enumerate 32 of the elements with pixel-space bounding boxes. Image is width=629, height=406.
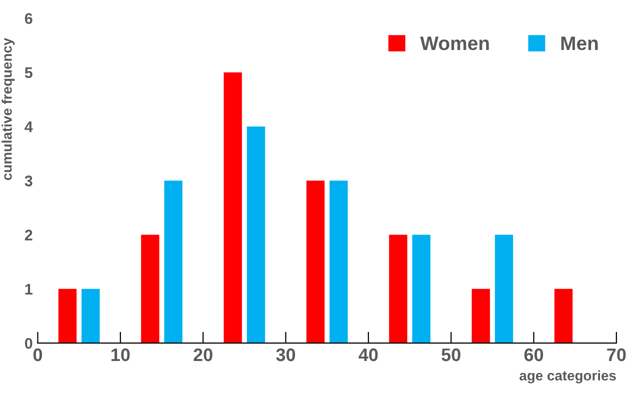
- bar: [554, 288, 573, 344]
- y-tick-label: 4: [24, 122, 33, 132]
- bar: [141, 234, 160, 344]
- bar: [224, 72, 242, 344]
- bar: [58, 288, 77, 344]
- x-tick-label: 10: [112, 348, 130, 362]
- bar: [164, 180, 182, 344]
- bar: [306, 180, 325, 344]
- x-tick-label: 50: [442, 348, 460, 362]
- x-tick-label: 40: [358, 348, 378, 362]
- x-tick-label: 60: [524, 348, 544, 362]
- y-tick-label: 3: [24, 176, 32, 186]
- y-tick-label: 2: [24, 230, 32, 240]
- bar: [246, 126, 266, 344]
- x-tick-label: 0: [33, 348, 42, 362]
- bar: [330, 180, 348, 344]
- y-tick-label: 6: [24, 13, 32, 24]
- y-tick-label: 1: [25, 284, 32, 294]
- y-axis-title: cumulative frequency: [2, 38, 15, 180]
- y-tick-label: 0: [24, 338, 32, 349]
- x-axis-title: age categories: [520, 370, 616, 384]
- bar: [494, 234, 514, 344]
- x-tick-label: 30: [276, 348, 296, 362]
- x-tick-label: 20: [194, 348, 212, 362]
- bar: [389, 234, 408, 344]
- bar: [412, 234, 430, 344]
- legend-label: Men: [561, 36, 598, 50]
- bar: [82, 288, 100, 344]
- bar: [472, 288, 490, 344]
- y-tick-label: 5: [24, 67, 32, 78]
- legend-label: Women: [420, 36, 489, 50]
- x-tick-label: 70: [607, 348, 626, 362]
